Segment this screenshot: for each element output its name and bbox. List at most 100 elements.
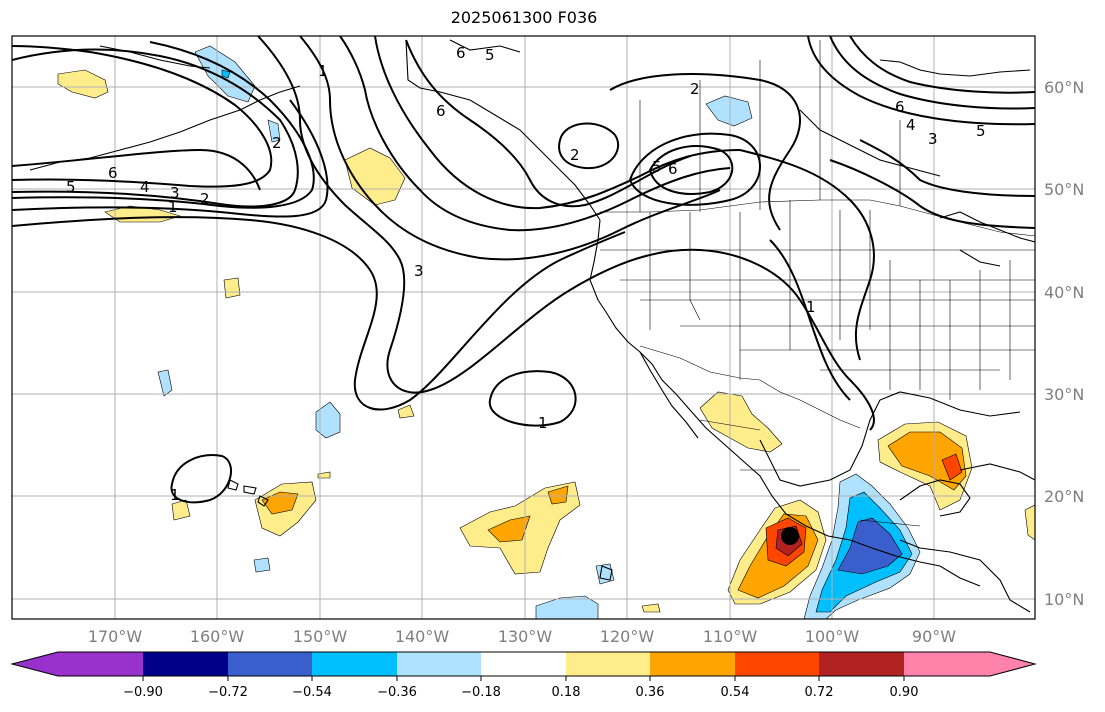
lat-label-10n: 10°N — [1044, 590, 1084, 609]
storm-center-marker — [781, 527, 799, 545]
lon-label-160w: 160°W — [190, 627, 245, 646]
shade-pos-6 — [317, 471, 331, 479]
shade-pos-13 — [699, 391, 783, 453]
contour-label-10: 6 — [108, 164, 118, 182]
contour-label-24: 5 — [1035, 0, 1045, 4]
coast-alaska-bc — [405, 39, 601, 221]
colorbar-label-8: 0.54 — [721, 685, 750, 700]
shade-neg-2 — [221, 69, 231, 79]
map-layer: 6 5 1 2 6 5 6 2 2 6 5 5 6 4 3 2 1 3 1 1 … — [12, 0, 1045, 619]
colorbar-segments — [12, 652, 1035, 676]
contour-label-4: 2 — [690, 80, 700, 98]
contour-label-14: 4 — [140, 178, 150, 196]
colorbar-segment-7 — [566, 652, 650, 676]
lon-label-140w: 140°W — [395, 627, 450, 646]
lon-label-100w: 100°W — [805, 627, 860, 646]
contour-label-15: 3 — [170, 184, 180, 202]
contour-label-20: 1 — [538, 414, 548, 432]
contour-label-6: 5 — [652, 158, 662, 176]
contour-label-2: 5 — [485, 46, 495, 64]
lon-label-130w: 130°W — [498, 627, 553, 646]
shade-pos-5 — [397, 404, 415, 419]
colorbar-segment-8 — [650, 652, 735, 676]
graticule — [12, 36, 1035, 619]
colorbar-extend-low — [12, 652, 58, 676]
shade-neg-7 — [253, 557, 271, 573]
contour-label-11: 5 — [66, 178, 76, 196]
lon-label-120w: 120°W — [600, 627, 655, 646]
map-frame — [11, 35, 1036, 620]
colorbar-segment-11 — [904, 652, 990, 676]
colorbar-tick-labels: −0.90 −0.72 −0.54 −0.36 −0.18 0.18 0.36 … — [123, 685, 918, 700]
lat-label-30n: 30°N — [1044, 385, 1084, 404]
contour-label-3: 1 — [318, 62, 328, 80]
latitude-labels: 60°N 50°N 40°N 30°N 20°N 10°N — [1044, 78, 1084, 609]
contour-labels: 6 5 1 2 6 5 6 2 2 6 5 5 6 4 3 2 1 3 1 1 … — [66, 0, 1045, 504]
colorbar-outline — [10, 651, 1037, 677]
contour-label-7: 6 — [668, 160, 678, 178]
colorbar-label-5: −0.18 — [461, 685, 501, 700]
shade-neg-9 — [535, 595, 599, 619]
colorbar-segment-4 — [312, 652, 397, 676]
shade-pos-21 — [1024, 504, 1035, 541]
colorbar-segment-3 — [228, 652, 312, 676]
shade-neg-12 — [837, 517, 903, 575]
colorbar-label-4: −0.36 — [377, 685, 417, 700]
contour-label-19: 1 — [806, 298, 816, 316]
shade-neg-3 — [267, 119, 281, 143]
shade-pos-4 — [223, 277, 241, 299]
colorbar: −0.90 −0.72 −0.54 −0.36 −0.18 0.18 0.36 … — [10, 651, 1037, 700]
colorbar-segment-2 — [143, 652, 228, 676]
contour-label-17: 1 — [168, 198, 178, 216]
colorbar-label-7: 0.36 — [636, 685, 665, 700]
contour-label-5: 6 — [436, 102, 446, 120]
lon-label-170w: 170°W — [88, 627, 143, 646]
colorbar-label-3: −0.54 — [292, 685, 332, 700]
lon-label-110w: 110°W — [703, 627, 758, 646]
colorbar-label-6: 0.18 — [552, 685, 581, 700]
coast-yucatan — [899, 479, 971, 517]
colorbar-segment-9 — [735, 652, 819, 676]
shade-neg-4 — [705, 95, 753, 127]
shade-pos-11 — [547, 485, 569, 505]
colorbar-label-10: 0.90 — [890, 685, 919, 700]
contour-label-9: 2 — [272, 134, 282, 152]
shade-pos-10 — [487, 515, 531, 543]
colorbar-ticks — [142, 676, 905, 681]
shade-pos-12 — [261, 491, 299, 515]
contour-label-1: 6 — [456, 44, 466, 62]
shade-pos-20 — [941, 453, 963, 481]
colorbar-segment-1 — [58, 652, 143, 676]
contour-label-18: 3 — [414, 262, 424, 280]
contour-label-16: 2 — [200, 190, 210, 208]
contour-label-13: 6 — [895, 98, 905, 116]
map-title: 2025061300 F036 — [450, 8, 598, 27]
colorbar-label-1: −0.90 — [123, 685, 163, 700]
colorbar-extend-high — [990, 652, 1035, 676]
colorbar-segment-10 — [819, 652, 904, 676]
shade-pos-19 — [887, 431, 967, 491]
lon-label-150w: 150°W — [293, 627, 348, 646]
contour-label-25: 6 — [1035, 0, 1045, 4]
contour-label-23: 3 — [928, 130, 938, 148]
contour-label-21: 1 — [170, 486, 180, 504]
coast-west-mexico — [589, 219, 981, 587]
contour-label-22: 4 — [906, 116, 916, 134]
shade-pos-22 — [641, 603, 661, 613]
shade-neg-6 — [315, 401, 341, 439]
lon-label-90w: 90°W — [912, 627, 956, 646]
coast-baja — [639, 351, 699, 439]
colorbar-segment-6 — [481, 652, 566, 676]
shade-pos-1 — [57, 69, 109, 99]
colorbar-label-2: −0.72 — [208, 685, 248, 700]
contours — [12, 36, 1035, 504]
lat-label-50n: 50°N — [1044, 180, 1084, 199]
lat-label-20n: 20°N — [1044, 487, 1084, 506]
contour-label-12: 5 — [976, 122, 986, 140]
colorbar-label-9: 0.72 — [805, 685, 834, 700]
lat-label-60n: 60°N — [1044, 78, 1084, 97]
lat-label-40n: 40°N — [1044, 283, 1084, 302]
longitude-labels: 170°W 160°W 150°W 140°W 130°W 120°W 110°… — [88, 627, 956, 646]
coast-gulf — [759, 391, 1021, 487]
